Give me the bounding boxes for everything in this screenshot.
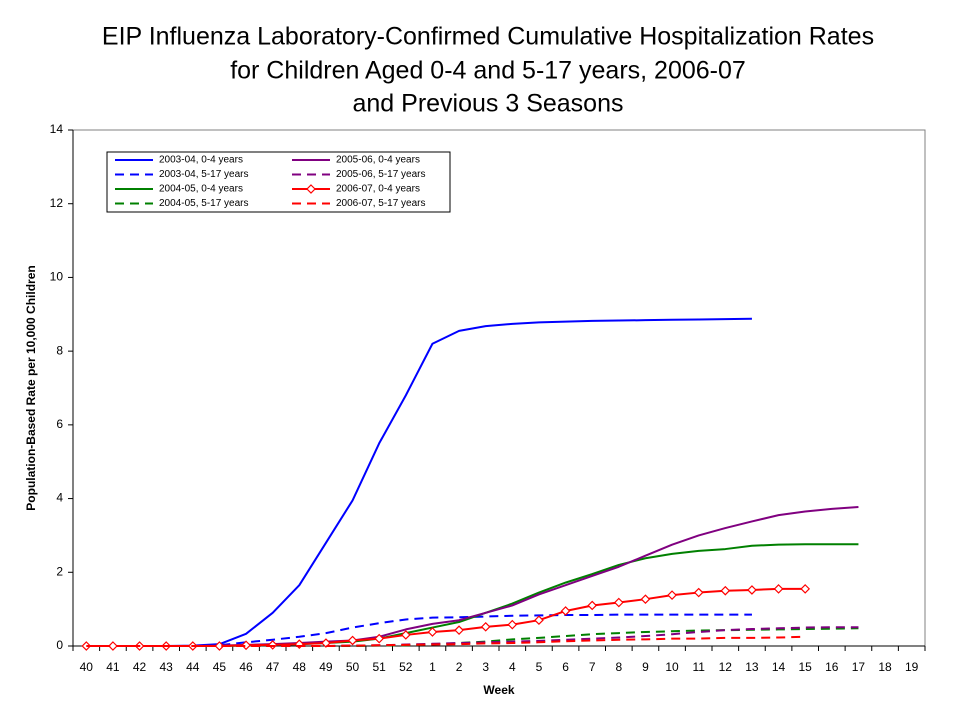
legend: 2003-04, 0-4 years 2003-04, 5-17 years 200…	[106, 151, 451, 213]
y-tick-label: 12	[50, 196, 64, 210]
data-marker	[800, 584, 811, 594]
data-marker	[374, 633, 385, 644]
data-marker	[534, 615, 544, 626]
x-tick-label: 45	[213, 660, 227, 674]
data-marker	[214, 641, 225, 651]
data-marker	[108, 641, 118, 651]
y-tick-label: 4	[56, 491, 63, 505]
legend-label: 2006-07, 0-4 years	[336, 184, 420, 195]
data-marker	[480, 621, 491, 632]
x-tick-label: 11	[692, 660, 705, 674]
data-marker	[667, 590, 677, 600]
data-marker	[347, 635, 358, 646]
legend-label: 2006-07, 5-17 years	[336, 198, 426, 209]
data-marker	[773, 584, 784, 594]
x-tick-label: 6	[562, 660, 569, 674]
legend-label: 2004-05, 0-4 years	[159, 184, 243, 195]
x-tick-label: 47	[266, 660, 280, 674]
y-tick-label: 14	[50, 122, 64, 136]
data-marker	[613, 597, 624, 608]
x-tick-label: 2	[456, 660, 463, 674]
x-tick-label: 42	[133, 660, 147, 674]
x-tick-label: 40	[80, 660, 94, 674]
x-tick-label: 48	[293, 660, 307, 674]
data-marker	[427, 627, 438, 637]
y-tick-label: 0	[56, 638, 63, 652]
x-tick-label: 3	[482, 660, 489, 674]
x-tick-label: 49	[319, 660, 333, 674]
y-axis-label: Population-Based Rate per 10,000 Childre…	[24, 265, 38, 510]
y-tick-label: 2	[56, 564, 63, 578]
x-tick-label: 18	[878, 660, 892, 674]
x-tick-label: 41	[106, 660, 120, 674]
x-tick-label: 50	[346, 660, 360, 674]
legend-label: 2004-05, 5-17 years	[159, 198, 249, 209]
x-tick-label: 14	[772, 660, 786, 674]
legend-label: 2003-04, 0-4 years	[159, 155, 243, 166]
legend-label: 2005-06, 5-17 years	[336, 169, 426, 180]
x-tick-label: 13	[745, 660, 759, 674]
x-tick-label: 8	[615, 660, 622, 674]
data-marker	[587, 600, 598, 611]
legend-label: 2003-04, 5-17 years	[159, 169, 249, 180]
data-marker	[400, 630, 411, 640]
legend-label: 2005-06, 0-4 years	[336, 155, 420, 166]
x-tick-label: 1	[429, 660, 436, 674]
data-marker	[747, 585, 757, 595]
x-tick-label: 15	[799, 660, 813, 674]
legend-box	[106, 151, 451, 213]
data-marker	[560, 606, 571, 616]
x-tick-label: 44	[186, 660, 200, 674]
data-marker	[640, 594, 651, 605]
x-tick-label: 46	[239, 660, 253, 674]
x-tick-label: 10	[665, 660, 679, 674]
x-tick-label: 51	[373, 660, 387, 674]
x-tick-label: 52	[399, 660, 413, 674]
x-tick-label: 19	[905, 660, 919, 674]
chart-title: EIP Influenza Laboratory-Confirmed Cumul…	[102, 23, 874, 51]
x-tick-label: 17	[852, 660, 866, 674]
x-tick-label: 5	[536, 660, 543, 674]
series-line	[86, 587, 806, 647]
legend-marker	[306, 184, 316, 194]
data-marker	[321, 638, 331, 648]
x-axis-label: Week	[483, 683, 514, 697]
x-tick-label: 43	[160, 660, 174, 674]
data-marker	[454, 625, 464, 635]
y-tick-label: 6	[56, 417, 63, 431]
data-marker	[720, 585, 731, 596]
data-marker	[507, 619, 518, 630]
y-tick-label: 8	[56, 343, 63, 357]
x-tick-label: 12	[719, 660, 733, 674]
x-tick-label: 16	[825, 660, 839, 674]
data-marker	[693, 587, 704, 598]
chart-title: and Previous 3 Seasons	[352, 90, 623, 118]
chart-title: for Children Aged 0-4 and 5-17 years, 20…	[230, 57, 746, 85]
data-marker	[241, 640, 251, 651]
y-tick-label: 10	[50, 270, 64, 284]
x-tick-label: 7	[589, 660, 596, 674]
x-tick-label: 9	[642, 660, 649, 674]
x-tick-label: 4	[509, 660, 516, 674]
